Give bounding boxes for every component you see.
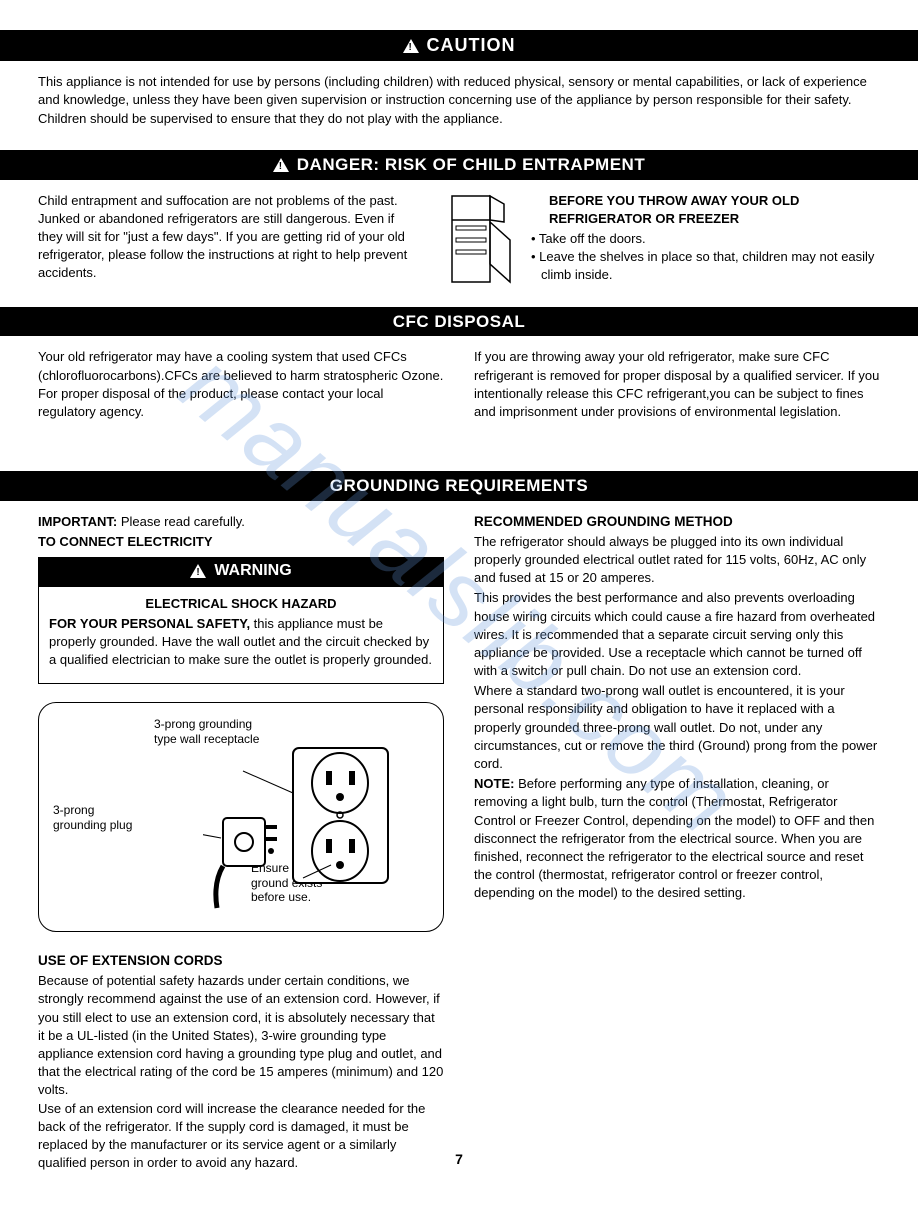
danger-right-col: BEFORE YOU THROW AWAY YOUR OLD REFRIGERA… [531, 192, 880, 285]
outlet-plug-illustration-icon [203, 723, 403, 913]
danger-header-text: DANGER: RISK OF CHILD ENTRAPMENT [297, 153, 645, 177]
cfc-body: Your old refrigerator may have a cooling… [38, 336, 880, 441]
grounding-p1: The refrigerator should always be plugge… [474, 533, 880, 588]
warning-triangle-icon [273, 158, 289, 172]
safety-bold: FOR YOUR PERSONAL SAFETY, [49, 616, 250, 631]
grounding-p2: This provides the best performance and a… [474, 589, 880, 680]
cfc-header-bar: CFC DISPOSAL [0, 307, 918, 337]
warning-box-header: WARNING [38, 557, 444, 585]
note-text: Before performing any type of installati… [474, 776, 874, 900]
caution-header-text: CAUTION [427, 33, 516, 58]
page-content: CAUTION This appliance is not intended f… [0, 0, 918, 1214]
grounding-p3: Where a standard two-prong wall outlet i… [474, 682, 880, 773]
danger-left-text: Child entrapment and suffocation are not… [38, 192, 422, 283]
important-line: IMPORTANT: Please read carefully. [38, 513, 444, 531]
warning-header-text: WARNING [214, 560, 291, 582]
danger-bullet-item: Leave the shelves in place so that, chil… [531, 248, 880, 284]
caution-body: This appliance is not intended for use b… [38, 61, 880, 150]
danger-header-bar: DANGER: RISK OF CHILD ENTRAPMENT [0, 150, 918, 180]
danger-bullet-item: Take off the doors. [531, 230, 880, 248]
danger-bullet-list: Take off the doors. Leave the shelves in… [531, 230, 880, 285]
extension-cord-heading: USE OF EXTENSION CORDS [38, 952, 444, 971]
recommended-heading: RECOMMENDED GROUNDING METHOD [474, 513, 880, 532]
grounding-right-col: RECOMMENDED GROUNDING METHOD The refrige… [474, 513, 880, 1174]
grounding-left-col: IMPORTANT: Please read carefully. TO CON… [38, 513, 444, 1174]
caution-text: This appliance is not intended for use b… [38, 73, 880, 128]
caution-header-bar: CAUTION [0, 30, 918, 61]
refrigerator-illustration-icon [434, 192, 519, 287]
cfc-left-text: Your old refrigerator may have a cooling… [38, 348, 444, 421]
connect-heading: TO CONNECT ELECTRICITY [38, 533, 444, 551]
warning-box-body: ELECTRICAL SHOCK HAZARD FOR YOUR PERSONA… [38, 586, 444, 685]
grounding-body: IMPORTANT: Please read carefully. TO CON… [38, 501, 880, 1194]
grounding-note: NOTE: Before performing any type of inst… [474, 775, 880, 902]
outlet-diagram-box: 3-prong grounding type wall receptacle 3… [38, 702, 444, 932]
note-label: NOTE: [474, 776, 514, 791]
danger-right-title: BEFORE YOU THROW AWAY YOUR OLD REFRIGERA… [531, 192, 880, 228]
danger-body: Child entrapment and suffocation are not… [38, 180, 880, 307]
plug-label: 3-prong grounding plug [53, 803, 133, 832]
important-label: IMPORTANT: [38, 514, 117, 529]
warning-triangle-icon [190, 564, 206, 578]
cfc-header-text: CFC DISPOSAL [393, 310, 526, 334]
grounding-header-bar: GROUNDING REQUIREMENTS [0, 471, 918, 501]
safety-text-line: FOR YOUR PERSONAL SAFETY, this appliance… [49, 615, 433, 670]
shock-hazard-title: ELECTRICAL SHOCK HAZARD [49, 595, 433, 613]
warning-triangle-icon [403, 39, 419, 53]
grounding-header-text: GROUNDING REQUIREMENTS [330, 474, 588, 498]
cfc-right-text: If you are throwing away your old refrig… [474, 348, 880, 421]
important-text: Please read carefully. [117, 514, 245, 529]
page-number: 7 [0, 1150, 918, 1170]
extension-cord-body: Because of potential safety hazards unde… [38, 972, 444, 1172]
